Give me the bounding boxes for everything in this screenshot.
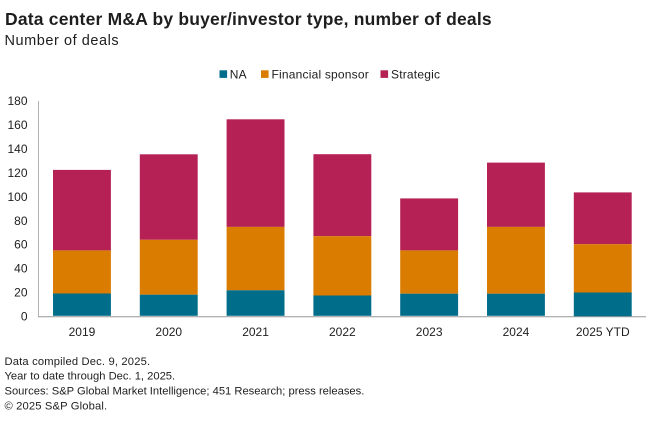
svg-text:NA: NA (230, 68, 247, 82)
svg-text:Financial sponsor: Financial sponsor (272, 68, 369, 82)
svg-text:100: 100 (7, 190, 27, 204)
svg-text:Sources: S&P Global Market Int: Sources: S&P Global Market Intelligence;… (5, 386, 365, 398)
svg-text:60: 60 (14, 238, 28, 252)
svg-text:40: 40 (14, 262, 28, 276)
svg-text:Data center M&A by buyer/inves: Data center M&A by buyer/investor type, … (5, 9, 492, 29)
svg-text:Number of deals: Number of deals (5, 33, 120, 49)
svg-text:Data compiled Dec. 9, 2025.: Data compiled Dec. 9, 2025. (5, 356, 151, 368)
svg-text:2020: 2020 (155, 325, 182, 339)
svg-text:180: 180 (7, 94, 27, 108)
svg-text:140: 140 (7, 142, 27, 156)
svg-text:Year to date through Dec. 1, 2: Year to date through Dec. 1, 2025. (5, 371, 176, 383)
svg-text:2021: 2021 (242, 325, 269, 339)
svg-text:80: 80 (14, 214, 28, 228)
svg-text:© 2025 S&P Global.: © 2025 S&P Global. (5, 400, 108, 412)
svg-text:2023: 2023 (416, 325, 443, 339)
svg-text:Strategic: Strategic (391, 68, 440, 82)
svg-text:2024: 2024 (503, 325, 530, 339)
svg-text:2025 YTD: 2025 YTD (576, 325, 630, 339)
svg-text:160: 160 (7, 118, 27, 132)
svg-text:2022: 2022 (329, 325, 356, 339)
svg-text:0: 0 (21, 310, 28, 324)
svg-text:20: 20 (14, 286, 28, 300)
svg-text:2019: 2019 (69, 325, 96, 339)
svg-text:120: 120 (7, 166, 27, 180)
